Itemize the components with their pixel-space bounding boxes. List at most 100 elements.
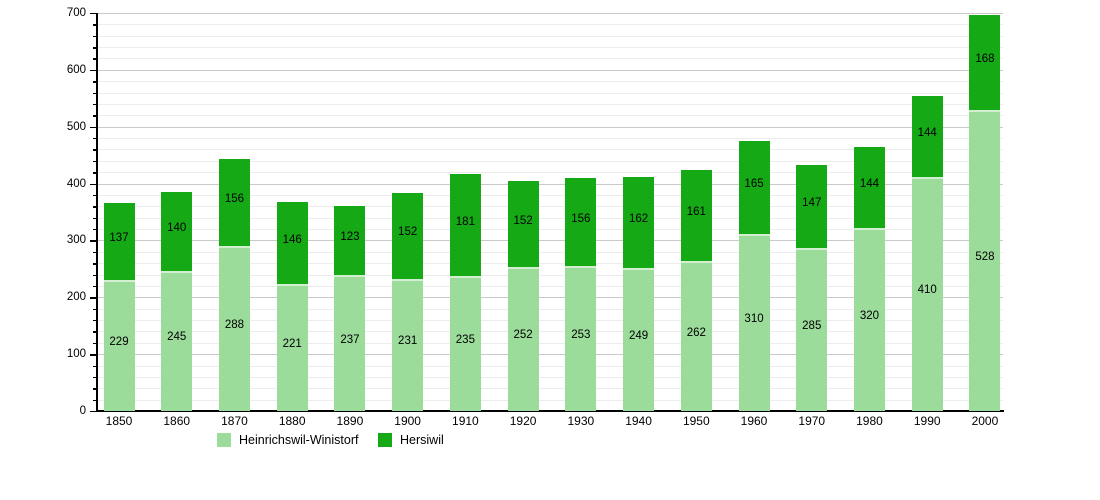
bar-value-label-hersiwil: 140 bbox=[167, 221, 187, 234]
gridline-minor bbox=[97, 217, 1003, 219]
y-axis-line bbox=[96, 13, 98, 412]
bar-segment-hersiwil bbox=[218, 158, 250, 248]
gridline-minor bbox=[97, 365, 1003, 367]
segment-divider bbox=[103, 279, 135, 282]
y-axis-tick bbox=[93, 81, 97, 83]
gridline-minor bbox=[97, 194, 1003, 196]
gridline-major bbox=[97, 126, 1003, 128]
bar-segment-hersiwil bbox=[449, 174, 481, 278]
x-axis-tick-label: 1950 bbox=[682, 414, 710, 428]
y-axis-tick-label: 100 bbox=[66, 348, 86, 361]
y-axis-tick-label: 200 bbox=[66, 291, 86, 304]
bar-value-label-heinrichswil-winistorf: 229 bbox=[109, 335, 129, 348]
x-axis-tick-label: 2000 bbox=[971, 414, 999, 428]
bar-segment-heinrichswil-winistorf bbox=[507, 267, 539, 411]
x-axis-tick-label: 1910 bbox=[452, 414, 479, 428]
x-axis-tick-label: 1990 bbox=[913, 414, 941, 428]
bar-segment-heinrichswil-winistorf bbox=[969, 110, 1001, 411]
x-axis-tick-label: 1940 bbox=[625, 414, 652, 428]
bar-segment-heinrichswil-winistorf bbox=[392, 279, 424, 411]
segment-divider bbox=[969, 109, 1001, 112]
y-axis-tick bbox=[93, 263, 97, 265]
bar-value-label-heinrichswil-winistorf: 253 bbox=[571, 329, 591, 342]
segment-divider bbox=[911, 176, 943, 179]
y-axis-tick bbox=[90, 354, 97, 356]
segment-divider bbox=[680, 261, 712, 264]
gridline-major bbox=[97, 13, 1003, 14]
gridline-minor bbox=[97, 103, 1003, 105]
segment-divider bbox=[392, 278, 424, 281]
bar-segment-hersiwil bbox=[738, 140, 770, 235]
y-axis-tick bbox=[93, 194, 97, 197]
x-axis-tick-label: 1980 bbox=[856, 414, 883, 428]
bar-segment-hersiwil bbox=[334, 206, 366, 277]
segment-divider bbox=[623, 268, 655, 271]
bar-segment-heinrichswil-winistorf bbox=[680, 262, 712, 411]
bar-value-label-hersiwil: 144 bbox=[917, 126, 937, 139]
bar-value-label-hersiwil: 156 bbox=[571, 212, 591, 225]
y-axis-tick-label: 600 bbox=[66, 63, 86, 76]
bar-segment-hersiwil bbox=[276, 202, 308, 286]
y-axis-tick bbox=[93, 217, 97, 220]
gridline-minor bbox=[97, 399, 1003, 401]
bar-segment-heinrichswil-winistorf bbox=[565, 267, 597, 411]
y-axis-tick bbox=[93, 365, 97, 367]
bar-value-label-heinrichswil-winistorf: 285 bbox=[802, 319, 822, 332]
gridline-minor bbox=[97, 342, 1003, 344]
legend-label-heinrichswil-winistorf: Heinrichswil-Winistorf bbox=[239, 433, 359, 447]
bar-value-label-hersiwil: 152 bbox=[398, 226, 418, 239]
bar-value-label-heinrichswil-winistorf: 320 bbox=[859, 310, 880, 323]
gridline-minor bbox=[97, 388, 1003, 390]
gridline-minor bbox=[97, 376, 1003, 378]
y-axis-tick bbox=[90, 297, 97, 299]
x-axis-tick-label: 1890 bbox=[336, 414, 364, 428]
y-axis-tick bbox=[93, 308, 97, 311]
bar-value-label-heinrichswil-winistorf: 528 bbox=[975, 250, 995, 263]
bar-value-label-hersiwil: 146 bbox=[282, 233, 302, 246]
y-axis-tick-label: 700 bbox=[66, 7, 86, 19]
bar-value-label-hersiwil: 161 bbox=[686, 206, 706, 219]
y-axis-tick bbox=[93, 149, 97, 151]
bar-value-label-hersiwil: 156 bbox=[224, 192, 245, 205]
bar-segment-heinrichswil-winistorf bbox=[276, 285, 308, 411]
gridline-minor bbox=[97, 285, 1003, 287]
y-axis-tick bbox=[90, 69, 97, 72]
gridline-major bbox=[97, 297, 1003, 299]
y-axis-tick bbox=[93, 138, 97, 140]
bar-segment-hersiwil bbox=[680, 170, 712, 263]
bar-value-label-heinrichswil-winistorf: 245 bbox=[167, 331, 187, 344]
y-axis-tick bbox=[90, 411, 97, 413]
y-axis-tick-label: 400 bbox=[66, 177, 86, 190]
gridline-minor bbox=[97, 172, 1003, 174]
y-axis-tick bbox=[90, 183, 97, 185]
segment-divider bbox=[738, 233, 770, 236]
x-axis-tick-label: 1850 bbox=[105, 414, 133, 428]
bar-value-label-heinrichswil-winistorf: 252 bbox=[513, 329, 533, 342]
gridline-minor bbox=[97, 251, 1003, 253]
bar-value-label-heinrichswil-winistorf: 237 bbox=[340, 333, 360, 346]
segment-divider bbox=[276, 284, 308, 287]
segment-divider bbox=[218, 246, 250, 249]
gridline-minor bbox=[97, 149, 1003, 151]
gridline-major bbox=[97, 183, 1003, 185]
y-axis-tick bbox=[93, 24, 97, 26]
gridline-minor bbox=[97, 35, 1003, 37]
bar-segment-hersiwil bbox=[392, 193, 424, 280]
gridline-minor bbox=[97, 47, 1003, 49]
y-axis-tick bbox=[93, 320, 97, 322]
y-axis-tick bbox=[93, 35, 97, 38]
segment-divider bbox=[796, 247, 828, 250]
segment-divider bbox=[565, 266, 597, 269]
bar-value-label-heinrichswil-winistorf: 288 bbox=[224, 319, 245, 332]
bar-value-label-heinrichswil-winistorf: 410 bbox=[917, 284, 937, 297]
bar-segment-heinrichswil-winistorf bbox=[161, 271, 193, 411]
legend-label-hersiwil: Hersiwil bbox=[400, 433, 444, 447]
y-axis-tick bbox=[93, 285, 97, 288]
y-axis-tick-label: 0 bbox=[79, 405, 86, 417]
gridline-major bbox=[97, 354, 1003, 356]
bar-value-label-hersiwil: 144 bbox=[859, 178, 880, 191]
y-axis-tick bbox=[93, 58, 97, 60]
gridline-minor bbox=[97, 206, 1003, 208]
y-axis-tick bbox=[93, 206, 97, 208]
